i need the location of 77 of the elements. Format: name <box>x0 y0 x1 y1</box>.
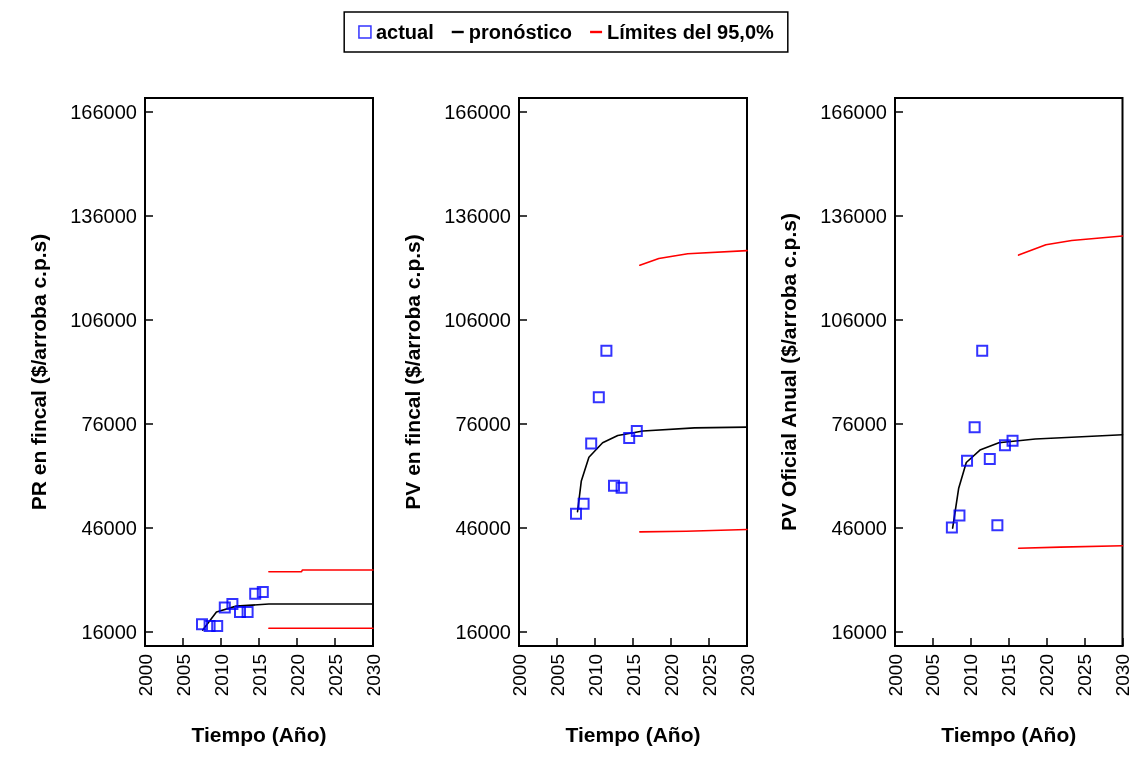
y-tick-label: 16000 <box>81 621 137 644</box>
y-tick-label: 76000 <box>831 413 887 436</box>
point <box>256 585 269 598</box>
x-tick-label: 2015 <box>248 654 270 697</box>
point <box>234 606 246 619</box>
x-tick-label: 2005 <box>922 654 944 697</box>
point <box>600 344 613 357</box>
x-tick-label: 2030 <box>362 654 384 697</box>
point <box>976 344 989 357</box>
point <box>585 437 598 450</box>
x-tick-label: 2025 <box>1074 654 1096 697</box>
x-tick-label: 2000 <box>884 654 906 697</box>
y-tick-label: 166000 <box>820 100 887 123</box>
x-tick-label: 2015 <box>622 654 644 697</box>
point <box>577 497 590 510</box>
y-tick-label: 46000 <box>81 517 137 540</box>
point <box>630 424 643 437</box>
y-tick-label: 76000 <box>81 413 137 436</box>
line-series <box>639 249 748 266</box>
y-tick-label: 106000 <box>820 308 887 331</box>
x-axis-title: Tiempo (Año) <box>941 723 1077 746</box>
x-tick-label: 2015 <box>998 654 1020 697</box>
point <box>968 421 981 434</box>
point <box>211 619 224 632</box>
point <box>592 391 605 404</box>
y-tick-label: 106000 <box>70 308 137 331</box>
y-tick-label: 46000 <box>455 517 511 540</box>
x-tick-label: 2020 <box>286 654 308 697</box>
line-series <box>1017 235 1124 256</box>
y-tick-label: 136000 <box>70 204 137 227</box>
x-tick-label: 2005 <box>546 654 568 697</box>
y-tick-label: 166000 <box>444 100 511 123</box>
x-tick-label: 2030 <box>736 654 758 697</box>
point <box>998 439 1011 452</box>
point <box>570 507 582 520</box>
y-tick-label: 76000 <box>455 413 511 436</box>
x-tick-label: 2010 <box>210 654 232 697</box>
x-tick-label: 2020 <box>1036 654 1058 697</box>
point <box>945 521 958 534</box>
y-axis-title: PR en fincal ($/arroba c.p.s) <box>27 233 50 511</box>
point <box>196 618 208 631</box>
x-tick-label: 2005 <box>172 654 194 697</box>
point <box>203 619 216 632</box>
point <box>983 453 996 466</box>
point <box>615 481 628 494</box>
point <box>608 479 620 492</box>
legend-label: Límites del 95,0% <box>607 21 775 43</box>
point <box>249 587 262 600</box>
point <box>953 509 966 522</box>
y-tick-label: 166000 <box>70 100 137 123</box>
y-axis-title: PV Oficial Anual ($/arroba c.p.s) <box>777 213 800 531</box>
y-tick-label: 16000 <box>831 621 887 644</box>
y-tick-label: 136000 <box>820 204 887 227</box>
point <box>1006 434 1019 447</box>
x-tick-label: 2010 <box>584 654 606 697</box>
x-tick-label: 2010 <box>960 654 982 697</box>
legend-label: pronóstico <box>468 21 573 43</box>
legend-label: actual <box>375 21 434 43</box>
y-axis-title: PV en fincal ($/arroba c.p.s) <box>401 234 424 510</box>
x-tick-label: 2030 <box>1112 654 1132 697</box>
point <box>226 598 239 611</box>
x-tick-label: 2025 <box>324 654 346 697</box>
y-tick-label: 136000 <box>444 204 511 227</box>
point <box>623 431 636 444</box>
y-tick-label: 16000 <box>455 621 511 644</box>
x-tick-label: 2000 <box>134 654 156 697</box>
point <box>241 606 254 619</box>
x-tick-label: 2000 <box>508 654 530 697</box>
x-tick-label: 2025 <box>698 654 720 697</box>
y-tick-label: 106000 <box>444 308 511 331</box>
x-axis-title: Tiempo (Año) <box>565 723 701 746</box>
point <box>961 454 974 467</box>
point <box>991 519 1004 532</box>
y-tick-label: 46000 <box>831 517 887 540</box>
x-axis-title: Tiempo (Año) <box>191 723 327 746</box>
x-tick-label: 2020 <box>660 654 682 697</box>
point <box>218 601 231 614</box>
